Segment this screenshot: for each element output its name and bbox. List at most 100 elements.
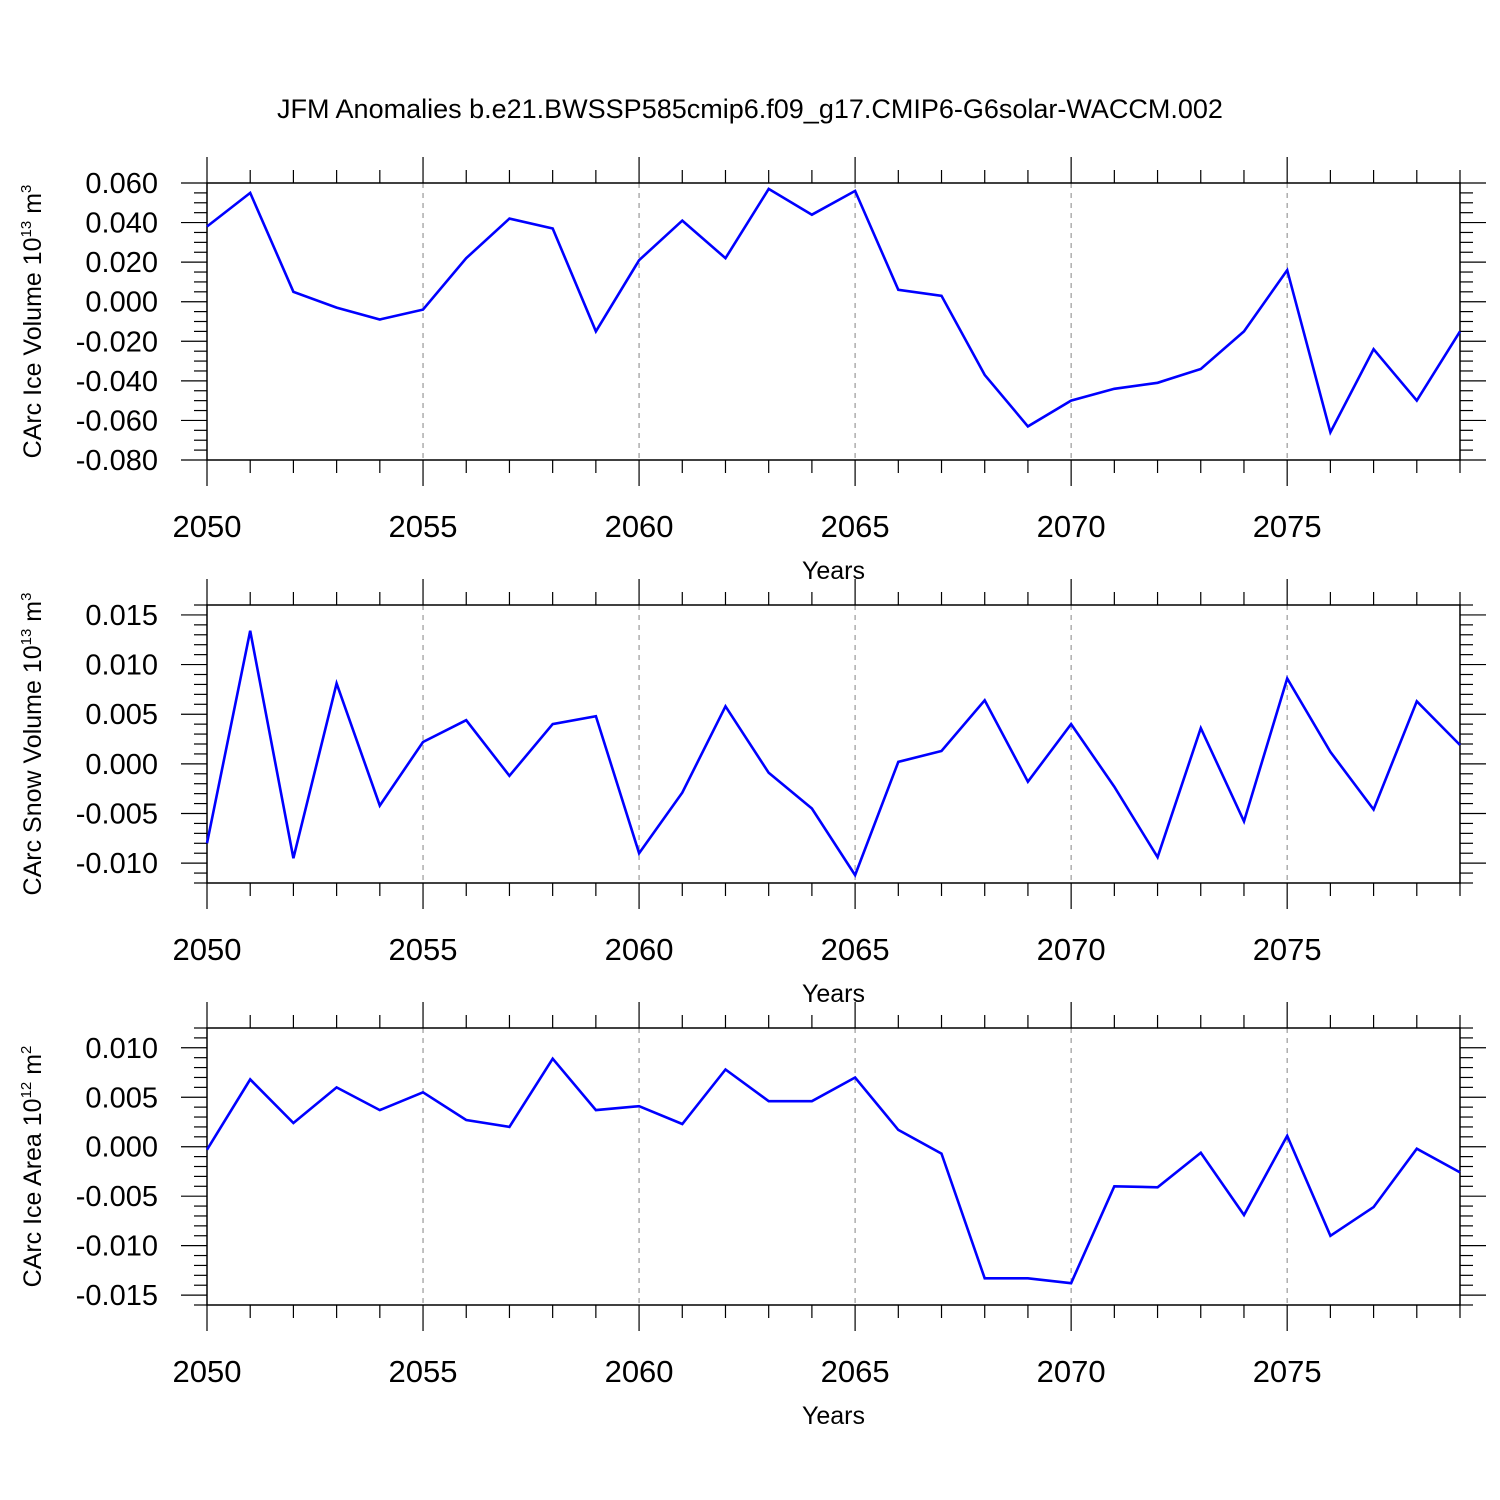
data-point <box>940 294 944 298</box>
data-point <box>767 187 771 191</box>
data-point <box>1199 726 1203 730</box>
x-tick-label: 2055 <box>389 509 458 544</box>
y-tick-label: 0.000 <box>85 287 158 319</box>
data-point <box>1242 329 1246 333</box>
chart-panel-1: -0.080 -0.060 -0.040 -0.020 0.000 0.020 0.040 0… <box>18 157 1486 585</box>
x-tick-label: 2055 <box>389 1354 458 1389</box>
data-point <box>335 681 339 685</box>
y-tick-label: 0.040 <box>85 208 158 240</box>
data-point <box>680 1122 684 1126</box>
data-point <box>378 1108 382 1112</box>
y-tick-label: -0.010 <box>76 1231 158 1263</box>
y-tick-label: -0.020 <box>76 326 158 358</box>
chart-panel-3: -0.015 -0.010 -0.005 0.000 0.005 0.010 2050 205… <box>18 1002 1486 1430</box>
data-point <box>291 856 295 860</box>
data-point <box>637 258 641 262</box>
data-point <box>421 308 425 312</box>
data-point <box>680 791 684 795</box>
data-point <box>1285 676 1289 680</box>
x-tick-label: 2075 <box>1253 509 1322 544</box>
data-point <box>248 1077 252 1081</box>
data-point <box>1199 1151 1203 1155</box>
figure-title: JFM Anomalies b.e21.BWSSP585cmip6.f09_g1… <box>277 94 1223 124</box>
data-point <box>983 1276 987 1280</box>
y-tick-label: -0.010 <box>76 848 158 880</box>
x-tick-label: 2060 <box>605 1354 674 1389</box>
y-tick-label: 0.015 <box>85 600 158 632</box>
data-point <box>551 722 555 726</box>
y-tick-label: -0.015 <box>76 1280 158 1312</box>
data-point <box>507 217 511 221</box>
chart-panel-2: -0.010 -0.005 0.000 0.005 0.010 0.015 2050 2055… <box>18 579 1486 1008</box>
data-point <box>853 873 857 877</box>
series-line <box>205 1056 1461 1285</box>
data-point <box>853 1075 857 1079</box>
data-point <box>335 306 339 310</box>
x-tick-label: 2070 <box>1037 1354 1106 1389</box>
data-point <box>1112 785 1116 789</box>
data-point <box>594 329 598 333</box>
data-point <box>1415 399 1419 403</box>
data-point <box>1156 381 1160 385</box>
data-point <box>1112 387 1116 391</box>
y-tick-label: 0.020 <box>85 247 158 279</box>
data-point <box>464 1118 468 1122</box>
data-point <box>1069 722 1073 726</box>
y-tick-label: 0.010 <box>85 650 158 682</box>
data-point <box>1415 699 1419 703</box>
data-point <box>421 1090 425 1094</box>
data-point <box>896 1128 900 1132</box>
data-point <box>507 774 511 778</box>
data-point <box>248 629 252 633</box>
x-tick-label: 2065 <box>821 509 890 544</box>
x-tick-label: 2070 <box>1037 932 1106 967</box>
data-point <box>248 191 252 195</box>
data-point <box>205 1148 209 1152</box>
data-point <box>767 771 771 775</box>
x-tick-label: 2075 <box>1253 932 1322 967</box>
data-point <box>810 1099 814 1103</box>
data-point <box>1328 430 1332 434</box>
data-point <box>335 1085 339 1089</box>
data-point <box>551 227 555 231</box>
panels: -0.080 -0.060 -0.040 -0.020 0.000 0.020 0.040 0… <box>18 157 1486 1430</box>
x-tick-label: 2055 <box>389 932 458 967</box>
data-point <box>723 704 727 708</box>
data-point <box>1026 424 1030 428</box>
data-point <box>378 804 382 808</box>
data-point <box>1458 1170 1462 1174</box>
data-point <box>378 318 382 322</box>
data-point <box>853 189 857 193</box>
y-tick-label: -0.005 <box>76 799 158 831</box>
data-point <box>1112 1184 1116 1188</box>
data-point <box>1285 268 1289 272</box>
data-point <box>1026 780 1030 784</box>
data-point <box>205 225 209 229</box>
data-point <box>1458 329 1462 333</box>
x-tick-label: 2060 <box>605 509 674 544</box>
data-point <box>896 288 900 292</box>
data-point <box>464 256 468 260</box>
y-tick-label: 0.005 <box>85 699 158 731</box>
data-point <box>1069 1281 1073 1285</box>
y-tick-label: 0.060 <box>85 168 158 200</box>
data-point <box>983 698 987 702</box>
data-point <box>205 841 209 845</box>
x-tick-label: 2065 <box>821 932 890 967</box>
data-point <box>896 760 900 764</box>
x-tick-label: 2050 <box>173 509 242 544</box>
y-axis-label: CArc Ice Volume 1013 m3 <box>18 185 47 459</box>
data-point <box>1156 855 1160 859</box>
x-tick-label: 2060 <box>605 932 674 967</box>
data-point <box>551 1057 555 1061</box>
data-point <box>1242 1213 1246 1217</box>
data-point <box>1372 808 1376 812</box>
data-point <box>594 714 598 718</box>
x-tick-label: 2065 <box>821 1354 890 1389</box>
y-tick-label: -0.080 <box>76 445 158 477</box>
data-point <box>1458 743 1462 747</box>
data-point <box>291 290 295 294</box>
x-tick-label: 2075 <box>1253 1354 1322 1389</box>
data-point <box>1372 1205 1376 1209</box>
